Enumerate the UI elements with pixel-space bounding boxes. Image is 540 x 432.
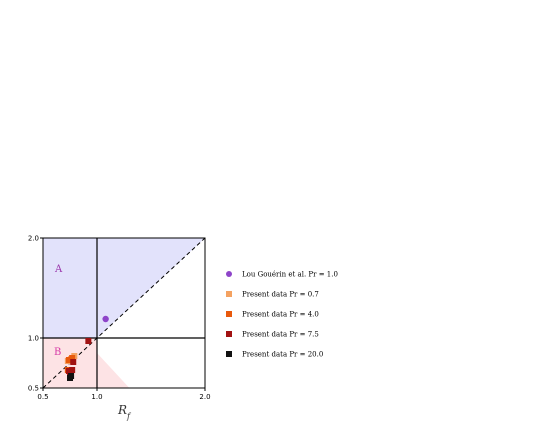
x-tick-label-2: 2.0 [199,393,210,401]
legend-marker-3 [226,331,232,337]
legend-label-0: Lou Gouérin et al. Pr = 1.0 [242,271,338,279]
axis-ticks: 0.5 1.0 2.0 0.5 1.0 2.0 [28,235,211,402]
legend-marker-1 [226,291,232,297]
legend-marker-4 [226,351,232,357]
chart-labels: Rf A B [54,264,132,421]
data-point-s3-p1 [70,359,77,365]
data-point-s3-p0 [85,338,92,344]
legend-label-4: Present data Pr = 20.0 [242,351,323,359]
data-point-s2-p1 [69,355,76,361]
x-axis-label: Rf [117,403,132,421]
legend: Lou Gouérin et al. Pr = 1.0 Present data … [226,271,338,359]
legend-label-3: Present data Pr = 7.5 [242,331,319,339]
chart-regions [43,238,205,388]
y-tick-label-0: 0.5 [28,385,39,393]
region-b [43,338,130,388]
data-points [64,315,109,381]
legend-marker-2 [226,311,232,317]
region-label-b: B [54,347,61,358]
x-tick-label-0: 0.5 [37,393,48,401]
y-tick-label-1: 1.0 [28,335,39,343]
region-label-a: A [54,264,63,275]
x-tick-label-1: 1.0 [91,393,102,401]
data-point-s4-p1 [68,373,75,379]
y-tick-label-2: 2.0 [28,235,39,243]
legend-label-1: Present data Pr = 0.7 [242,291,319,299]
region-a [43,238,205,338]
plot-border [42,237,206,389]
data-point-s2-p0 [65,357,72,363]
legend-marker-0 [226,271,232,277]
legend-label-2: Present data Pr = 4.0 [242,311,319,319]
data-point-s0-p0 [102,315,109,323]
